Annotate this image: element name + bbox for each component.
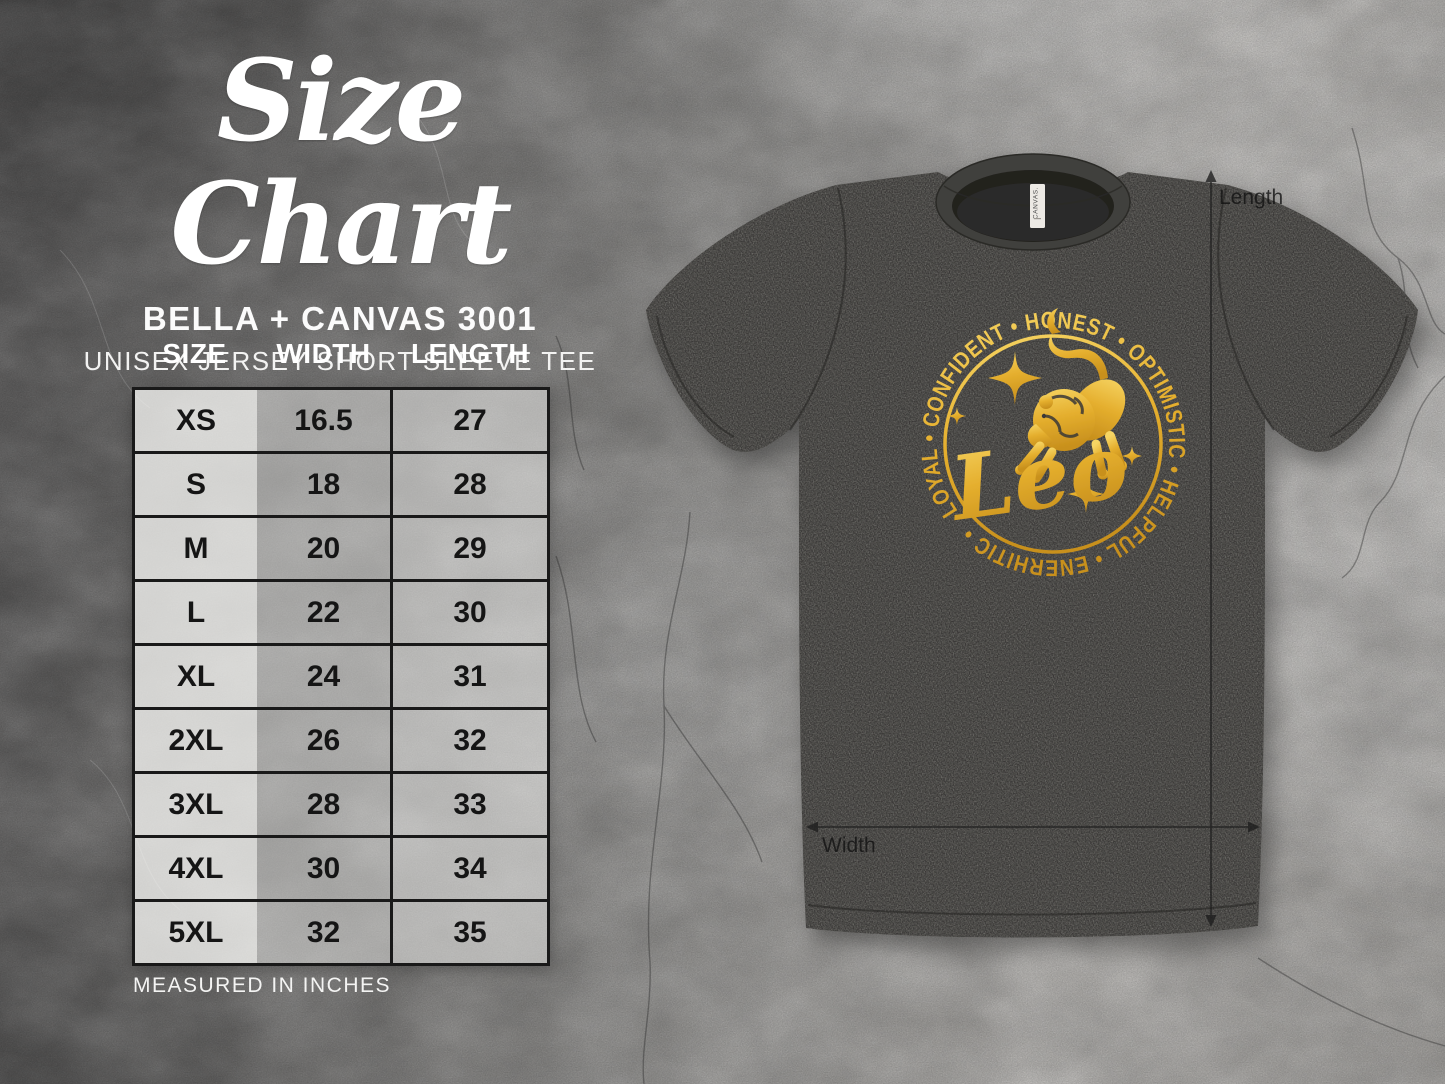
table-row: 5XL 32 35	[135, 902, 547, 963]
design-inner-circle	[943, 334, 1163, 554]
table-row: 3XL 28 33	[135, 774, 547, 838]
table-row: 2XL 26 32	[135, 710, 547, 774]
product-line: UNISEX JERSEY SHORT SLEEVE TEE	[83, 346, 597, 377]
size-cell: 3XL	[135, 774, 257, 835]
width-cell: 18	[257, 454, 390, 515]
measurement-arrows: Length Width	[806, 170, 1283, 927]
size-cell: 2XL	[135, 710, 257, 771]
lion-icon	[1015, 308, 1127, 483]
width-cell: 20	[257, 518, 390, 579]
size-table-header: SIZE WIDTH LENGTH	[132, 334, 550, 374]
size-table: XS 16.5 27 S 18 28 M 20 29 L 22 30 XL 24 31 2XL 26 3…	[132, 387, 550, 966]
length-cell: 28	[390, 454, 547, 515]
column-header-width: WIDTH	[276, 338, 371, 369]
size-cell: M	[135, 518, 257, 579]
width-cell: 16.5	[257, 390, 390, 451]
table-row: XS 16.5 27	[135, 390, 547, 454]
width-cell: 24	[257, 646, 390, 707]
table-row: 4XL 30 34	[135, 838, 547, 902]
table-row: S 18 28	[135, 454, 547, 518]
crack-lines	[555, 127, 1445, 1084]
column-header-length: LENGTH	[410, 338, 530, 369]
size-cell: XS	[135, 390, 257, 451]
width-cell: 30	[257, 838, 390, 899]
length-cell: 31	[390, 646, 547, 707]
length-cell: 34	[390, 838, 547, 899]
length-label: Length	[1219, 186, 1283, 209]
page-title: Size Chart	[170, 36, 513, 291]
size-cell: L	[135, 582, 257, 643]
width-cell: 32	[257, 902, 390, 963]
neck-tag: CANVAS.	[1030, 184, 1045, 228]
length-cell: 27	[390, 390, 547, 451]
tshirt: CANVAS. LOYAL • CONFIDENT • HONEST • OPT…	[646, 153, 1418, 938]
width-cell: 28	[257, 774, 390, 835]
sparkle-icon	[1122, 446, 1142, 466]
sparkle-icons	[948, 351, 1142, 513]
width-cell: 22	[257, 582, 390, 643]
size-cell: XL	[135, 646, 257, 707]
length-cell: 32	[390, 710, 547, 771]
size-cell: 5XL	[135, 902, 257, 963]
width-label: Width	[822, 834, 876, 857]
length-cell: 29	[390, 518, 547, 579]
table-row: M 20 29	[135, 518, 547, 582]
brand-line: BELLA + CANVAS 3001	[142, 300, 538, 338]
table-row: L 22 30	[135, 582, 547, 646]
sparkle-icon	[948, 407, 966, 425]
zodiac-name-text: Leo	[942, 413, 1134, 541]
table-row: XL 24 31	[135, 646, 547, 710]
size-cell: 4XL	[135, 838, 257, 899]
seam-lines	[656, 187, 1408, 916]
neck-tag-label: CANVAS.	[1033, 187, 1040, 219]
length-cell: 33	[390, 774, 547, 835]
length-cell: 30	[390, 582, 547, 643]
sparkle-icon	[988, 351, 1042, 405]
measurement-note: MEASURED IN INCHES	[133, 974, 392, 997]
header-block: Size Chart BELLA + CANVAS 3001 UNISEX JE…	[30, 40, 650, 377]
column-header-size: SIZE	[162, 338, 227, 369]
length-cell: 35	[390, 902, 547, 963]
sparkle-icon	[1067, 475, 1105, 513]
size-cell: S	[135, 454, 257, 515]
width-cell: 26	[257, 710, 390, 771]
